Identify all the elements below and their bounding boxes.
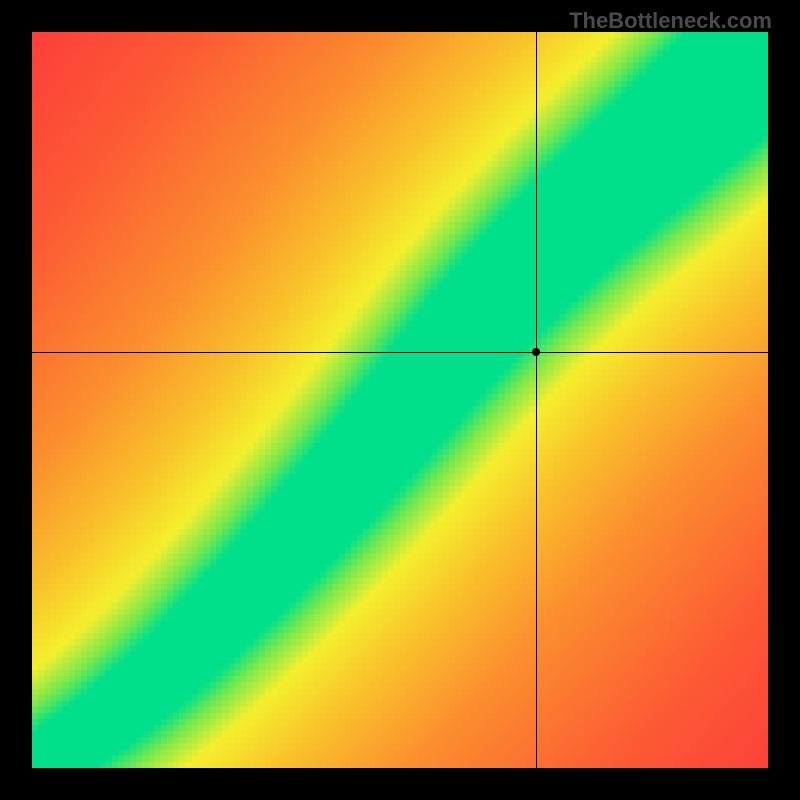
crosshair-vertical (536, 32, 537, 768)
watermark: TheBottleneck.com (569, 8, 772, 34)
heatmap-canvas (32, 32, 768, 768)
marker-dot (532, 348, 540, 356)
crosshair-horizontal (32, 352, 768, 353)
bottleneck-heatmap (32, 32, 768, 768)
